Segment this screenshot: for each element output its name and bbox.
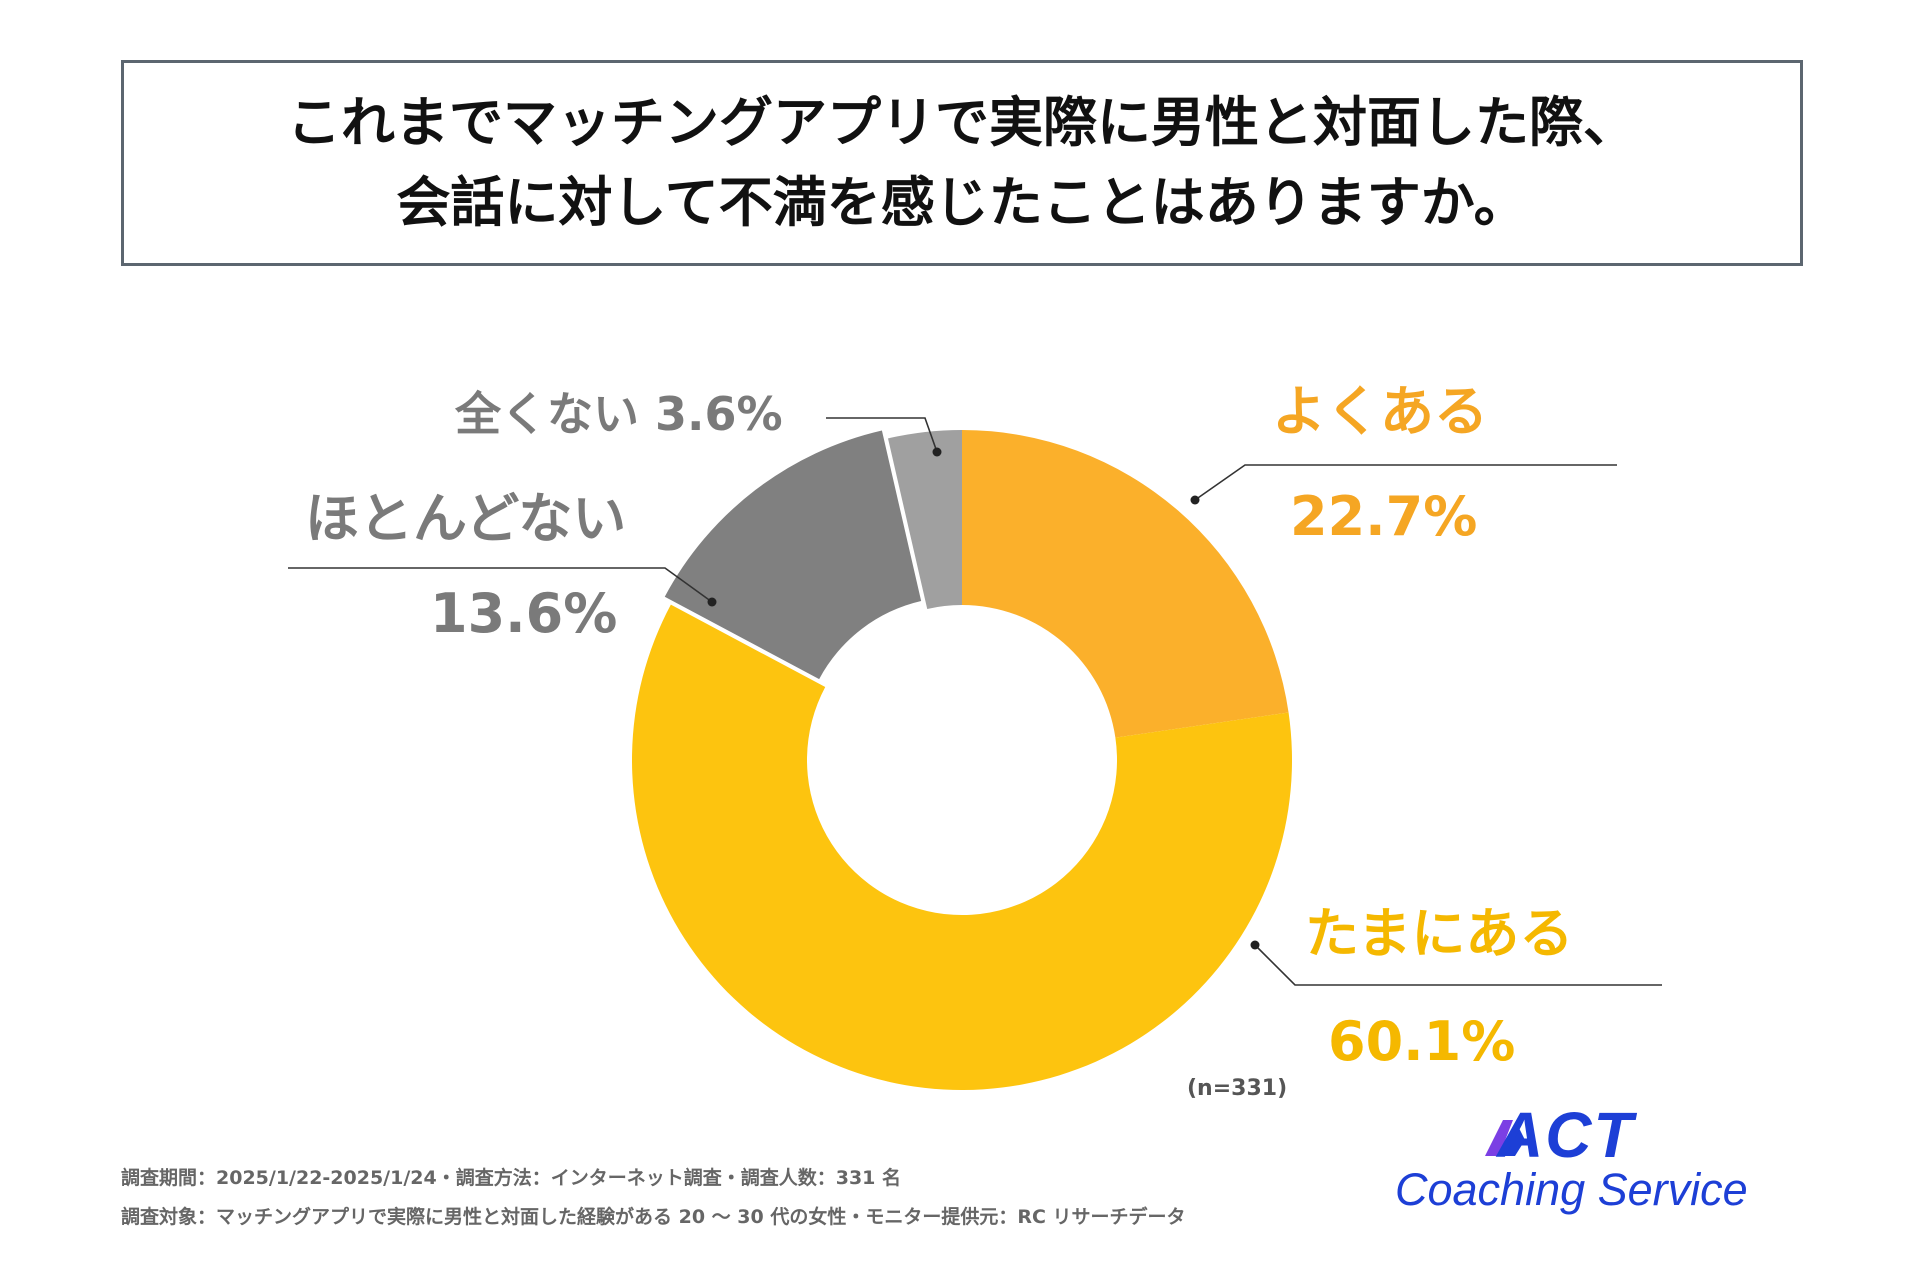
logo-tagline: Coaching Service bbox=[1395, 1164, 1748, 1215]
act-logo-mark-icon bbox=[1485, 1120, 1525, 1156]
value-tamani: 60.1% bbox=[1328, 1010, 1515, 1073]
donut-slice-2 bbox=[664, 430, 922, 680]
leader-line-hotondo bbox=[288, 567, 713, 603]
title-line-1: これまでマッチングアプリで実際に男性と対面した際、 bbox=[287, 91, 1637, 154]
leader-lines bbox=[288, 417, 1662, 986]
title-box: これまでマッチングアプリで実際に男性と対面した際、 会話に対して不満を感じたこと… bbox=[121, 60, 1803, 266]
leader-line-mattaku bbox=[826, 417, 938, 453]
leader-dots bbox=[707, 447, 1260, 950]
value-yokuaru: 22.7% bbox=[1290, 485, 1477, 548]
footnote-survey-target: 調査対象：マッチングアプリで実際に男性と対面した経験がある 20 〜 30 代の… bbox=[121, 1206, 1186, 1228]
leader-dot-yokuaru bbox=[1190, 495, 1200, 505]
leader-line-yokuaru bbox=[1194, 464, 1617, 501]
logo-brand: ACT bbox=[1497, 1099, 1635, 1171]
title-line-2: 会話に対して不満を感じたことはありますか。 bbox=[396, 171, 1528, 234]
leader-dot-tamani bbox=[1250, 940, 1260, 950]
label-tamani: たまにある bbox=[1305, 902, 1573, 965]
leader-dot-hotondo bbox=[707, 597, 717, 607]
value-hotondo: 13.6% bbox=[430, 582, 617, 645]
label-yokuaru: よくある bbox=[1272, 380, 1488, 443]
leader-dot-mattaku bbox=[932, 447, 942, 457]
donut-slice-0 bbox=[962, 430, 1289, 738]
sample-size: (n=331) bbox=[1187, 1076, 1287, 1101]
label-hotondo: ほとんどない bbox=[305, 487, 626, 550]
footnote-survey-period: 調査期間：2025/1/22-2025/1/24・調査方法：インターネット調査・… bbox=[121, 1167, 902, 1189]
donut-slice-1 bbox=[632, 604, 1292, 1091]
label-mattaku: 全くない 3.6% bbox=[454, 387, 783, 441]
leader-line-tamani bbox=[1254, 944, 1662, 986]
act-logo: ACT Coaching Service bbox=[1395, 1098, 1815, 1218]
donut-slices bbox=[632, 430, 1292, 1091]
donut-slice-3 bbox=[887, 430, 962, 609]
